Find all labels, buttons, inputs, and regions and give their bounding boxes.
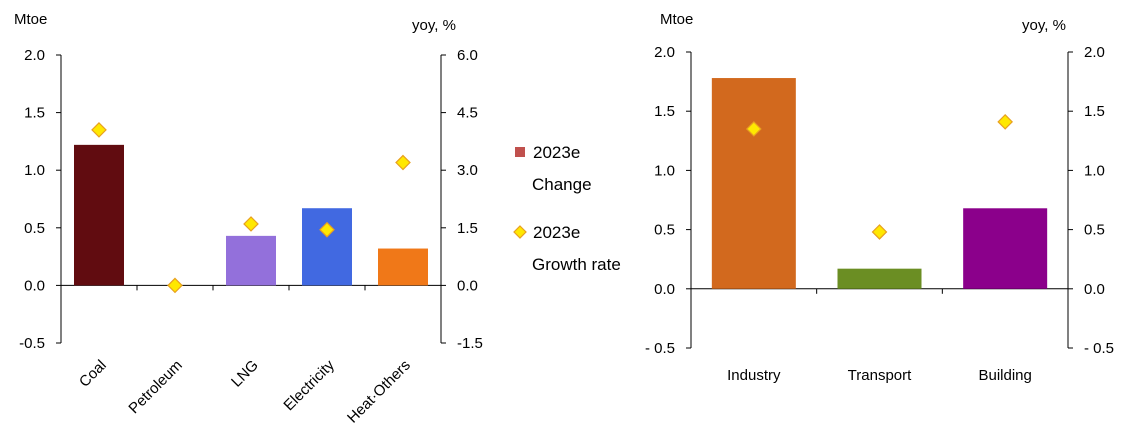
right-tick-label: 3.0 <box>457 162 478 179</box>
left-tick-label: 0.0 <box>24 277 45 294</box>
right-tick-label: 0.0 <box>1084 281 1105 298</box>
growth-marker-coal <box>91 122 107 138</box>
right-tick-label: 1.0 <box>1084 162 1105 179</box>
left-tick-label: 0.0 <box>654 281 675 298</box>
right-axis-unit: yoy, % <box>1022 17 1066 34</box>
category-label: Heat·Others <box>344 357 414 427</box>
legend-growth-swatch <box>513 225 527 239</box>
legend-label-line1: 2023e <box>533 143 580 162</box>
right-tick-label: 1.5 <box>457 220 478 237</box>
bar-electricity <box>302 208 352 286</box>
growth-marker-petroleum <box>167 277 183 294</box>
left-axis-unit: Mtoe <box>14 11 47 28</box>
right-tick-label: 0.5 <box>1084 222 1105 239</box>
left-tick-label: 1.0 <box>24 162 45 179</box>
bar-transport <box>837 268 922 289</box>
bar-building <box>963 208 1048 289</box>
legend-label-line2: Change <box>532 175 592 194</box>
category-label: Electricity <box>280 356 338 414</box>
right-tick-label: -1.5 <box>457 335 483 352</box>
left-tick-label: -0.5 <box>19 335 45 352</box>
chart-1: Mtoe yoy, % 2.0 1.5 1.0 0.5 0.0 -0.5 6.0 4.5 3.0 1.… <box>14 11 483 427</box>
growth-marker-transport <box>871 224 888 240</box>
legend-label-line1: 2023e <box>533 223 580 242</box>
left-tick-label: 1.5 <box>24 105 45 122</box>
left-tick-label: 1.5 <box>654 103 675 120</box>
left-tick-label: 0.5 <box>654 222 675 239</box>
left-tick-label: 1.0 <box>654 162 675 179</box>
right-axis-unit: yoy, % <box>412 17 456 34</box>
left-axis-unit: Mtoe <box>660 11 693 28</box>
legend-change-swatch <box>515 147 525 157</box>
chart-2: Mtoe yoy, % 2.0 1.5 1.0 0.5 0.0 - 0.5 2.0 1.5 1.0 0… <box>645 11 1114 384</box>
right-tick-label: 1.5 <box>1084 103 1105 120</box>
growth-marker-building <box>997 114 1014 130</box>
right-tick-label: 4.5 <box>457 105 478 122</box>
growth-marker-industry <box>745 121 762 137</box>
growth-marker-heat-others <box>395 154 411 171</box>
category-label: Building <box>978 367 1031 384</box>
left-tick-label: 2.0 <box>24 47 45 64</box>
growth-marker-lng <box>243 216 259 232</box>
category-label: Coal <box>76 357 110 391</box>
left-tick-label: 0.5 <box>24 220 45 237</box>
right-tick-label: 0.0 <box>457 277 478 294</box>
bar-heat-others <box>378 248 428 286</box>
category-label: Transport <box>848 367 912 384</box>
growth-marker-electricity <box>319 221 335 238</box>
left-tick-label: - 0.5 <box>645 340 675 357</box>
bar-industry <box>711 78 796 289</box>
category-label: LNG <box>228 357 262 391</box>
right-tick-label: 6.0 <box>457 47 478 64</box>
legend: 2023e Change 2023e Growth rate <box>513 143 621 274</box>
right-tick-label: 2.0 <box>1084 44 1105 61</box>
legend-label-line2: Growth rate <box>532 255 621 274</box>
bar-lng <box>226 235 276 286</box>
bar-coal <box>74 144 124 286</box>
right-tick-label: - 0.5 <box>1084 340 1114 357</box>
category-label: Industry <box>727 367 781 384</box>
left-tick-label: 2.0 <box>654 44 675 61</box>
category-label: Petroleum <box>125 357 185 417</box>
